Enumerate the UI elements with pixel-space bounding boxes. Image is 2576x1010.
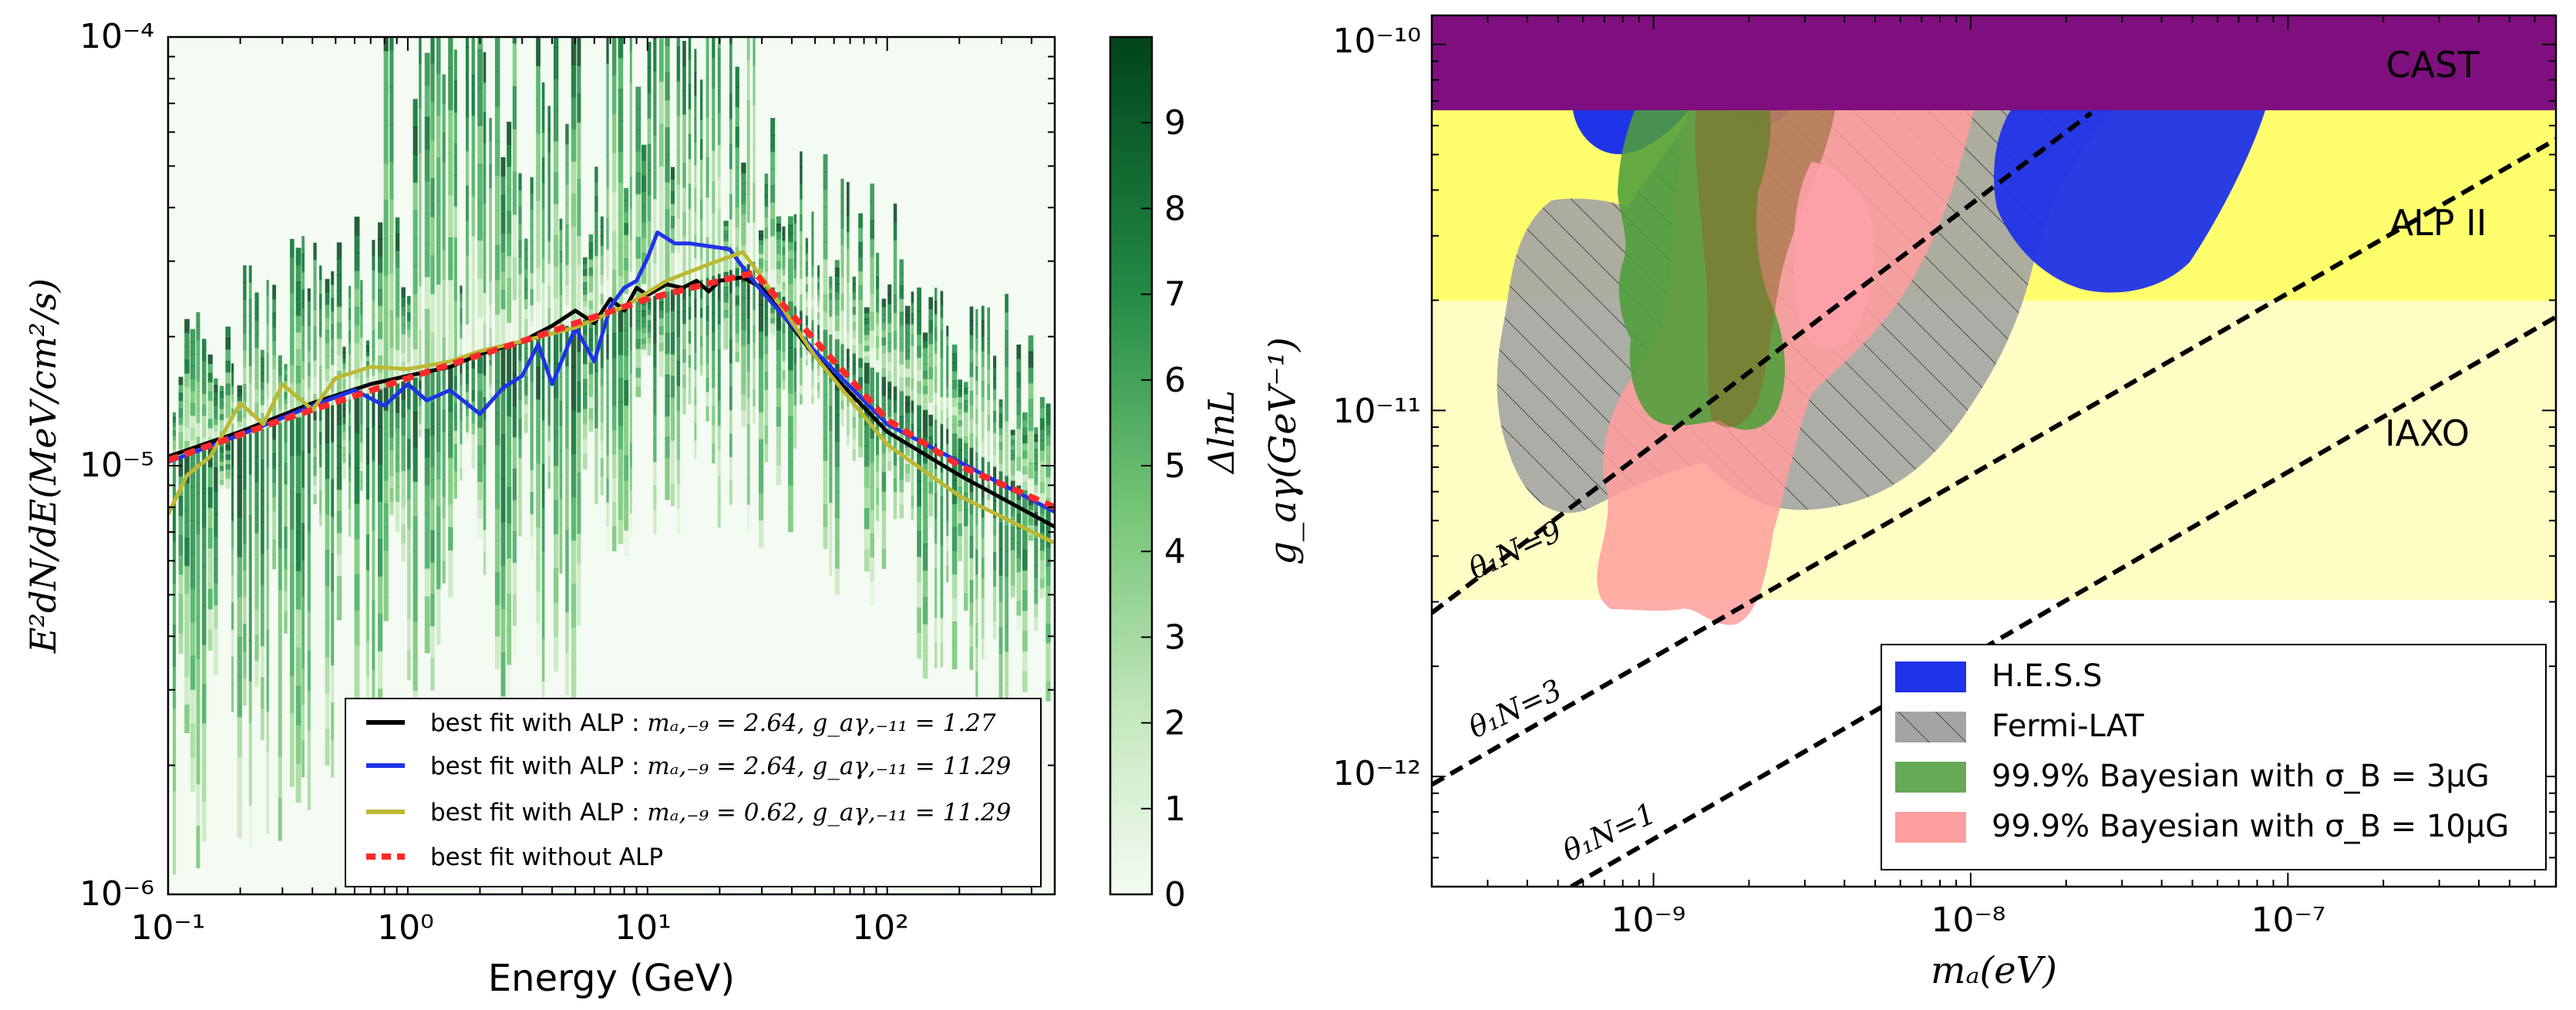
right-panel: CAST ALP II IAXO θ₁N=9 θ₁N=3 θ₁N=1 10⁻¹⁰… <box>1261 14 2557 992</box>
legend-label-alp-1: best fit with ALP : mₐ,₋₉ = 2.64, g_aγ,₋… <box>430 709 996 737</box>
colorbar-tick-5: 5 <box>1164 446 1186 486</box>
theta-line-2 <box>1570 315 2556 887</box>
left-x-tick-1e2: 10² <box>852 908 909 948</box>
left-y-tick-1e-4: 10⁻⁴ <box>79 17 154 56</box>
left-y-tick-1e-6: 10⁻⁶ <box>79 874 154 914</box>
left-panel: 10⁻⁴ 10⁻⁵ 10⁻⁶ 10⁻¹ 10⁰ 10¹ 10² Energy (… <box>22 17 1242 1000</box>
right-x-label: mₐ(eV) <box>1931 949 2057 992</box>
legend-label-10uG: 99.9% Bayesian with σ_B = 10μG <box>1992 809 2509 844</box>
theta-line-0 <box>1432 111 2093 615</box>
left-y-tick-1e-5: 10⁻⁵ <box>79 446 154 485</box>
legend-label-3uG: 99.9% Bayesian with σ_B = 3μG <box>1992 759 2490 794</box>
curve-1 <box>168 231 1055 514</box>
right-y-tick-1e-12: 10⁻¹² <box>1333 754 1422 793</box>
colorbar-tick-4: 4 <box>1164 532 1186 571</box>
legend-label-alp-2: best fit with ALP : mₐ,₋₉ = 2.64, g_aγ,₋… <box>430 752 1011 780</box>
legend-label-alp-3: best fit with ALP : mₐ,₋₉ = 0.62, g_aγ,₋… <box>430 799 1011 827</box>
colorbar: 0 1 2 3 4 5 6 7 8 9 ΔlnL <box>1109 35 1242 914</box>
colorbar-label: ΔlnL <box>1200 390 1242 475</box>
band-cast <box>1432 15 2556 110</box>
colorbar-tick-8: 8 <box>1164 189 1186 228</box>
curve-2 <box>168 250 1055 545</box>
legend-swatch-hess <box>1895 662 1966 692</box>
right-x-tick-1e-9: 10⁻⁹ <box>1611 901 1686 940</box>
colorbar-tick-9: 9 <box>1164 103 1186 143</box>
label-alp-ii: ALP II <box>2389 202 2487 244</box>
colorbar-tick-3: 3 <box>1164 618 1186 657</box>
fit-curves <box>168 231 1055 545</box>
left-x-tick-1e-1: 10⁻¹ <box>131 908 206 948</box>
left-y-label: E²dN/dE(MeV/cm²/s) <box>22 278 64 654</box>
theta-lines <box>1432 111 2556 887</box>
right-x-tick-1e-8: 10⁻⁸ <box>1931 901 2006 940</box>
likelihood-heatmap <box>173 37 1051 875</box>
right-axis-ticks <box>1431 15 2557 887</box>
region-hess <box>1994 110 2265 293</box>
colorbar-tick-7: 7 <box>1164 275 1186 315</box>
right-legend: H.E.S.S Fermi-LAT 99.9% Bayesian with σ_… <box>1881 644 2547 870</box>
left-legend: best fit with ALP : mₐ,₋₉ = 2.64, g_aγ,₋… <box>345 698 1042 887</box>
legend-label-fermi: Fermi-LAT <box>1992 709 2144 744</box>
legend-label-no-alp: best fit without ALP <box>430 843 663 871</box>
legend-swatch-3uG <box>1895 762 1966 793</box>
left-x-label: Energy (GeV) <box>488 957 735 1000</box>
label-cast: CAST <box>2386 44 2480 86</box>
left-x-tick-1e0: 10⁰ <box>377 908 434 948</box>
right-y-label: g_aγ(GeV⁻¹) <box>1261 337 1305 564</box>
curve-3 <box>168 269 1055 510</box>
right-y-tick-1e-10: 10⁻¹⁰ <box>1333 22 1422 61</box>
colorbar-tick-1: 1 <box>1164 789 1186 829</box>
legend-label-hess: H.E.S.S <box>1992 658 2103 694</box>
right-x-tick-1e-7: 10⁻⁷ <box>2251 901 2326 940</box>
legend-swatch-10uG <box>1895 812 1966 843</box>
colorbar-tick-0: 0 <box>1164 875 1186 914</box>
left-x-tick-1e1: 10¹ <box>615 908 672 948</box>
label-iaxo: IAXO <box>2385 412 2470 454</box>
theta-line-1 <box>1432 137 2556 787</box>
colorbar-tick-6: 6 <box>1164 361 1186 400</box>
colorbar-tick-2: 2 <box>1164 704 1186 743</box>
right-y-tick-1e-11: 10⁻¹¹ <box>1333 392 1422 431</box>
